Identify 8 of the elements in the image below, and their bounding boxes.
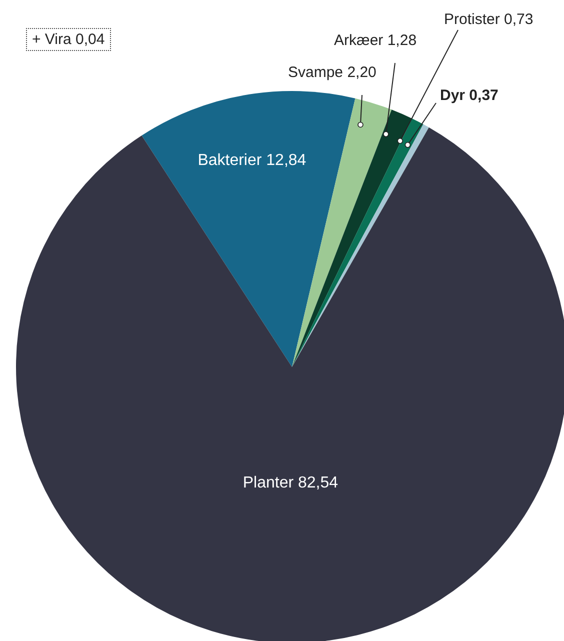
slice-label: Arkæer 1,28 [334,32,417,49]
slice-label: Bakterier 12,84 [198,152,306,170]
text: + Vira 0,04 [26,28,111,51]
slice-label: Planter 82,54 [242,474,338,492]
slice-label: Protister 0,73 [444,11,534,28]
slice-label: Svampe 2,20 [288,64,376,81]
pie-slice [142,91,356,367]
slice-label: Dyr 0,37 [440,87,498,104]
